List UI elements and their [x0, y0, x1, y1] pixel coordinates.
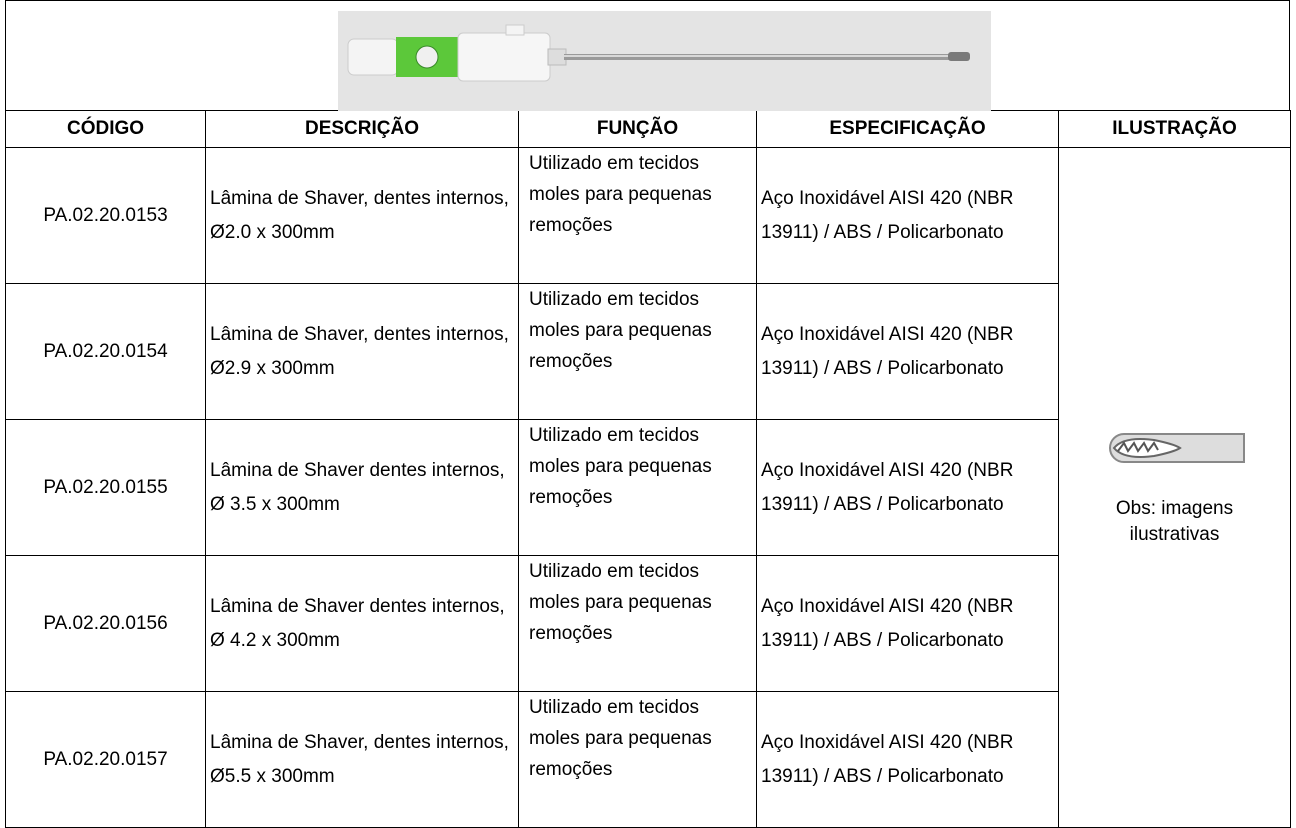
code-cell: PA.02.20.0157	[5, 691, 206, 828]
code-cell: PA.02.20.0156	[5, 555, 206, 692]
specification-cell: Aço Inoxidável AISI 420 (NBR 13911) / AB…	[756, 555, 1059, 692]
illustration-cell: Obs: imagens ilustrativas	[1058, 147, 1291, 828]
specification-cell: Aço Inoxidável AISI 420 (NBR 13911) / AB…	[756, 691, 1059, 828]
function-cell: Utilizado em tecidos moles para pequenas…	[518, 147, 757, 284]
description-cell: Lâmina de Shaver, dentes internos, Ø2.9 …	[205, 283, 519, 420]
function-cell: Utilizado em tecidos moles para pequenas…	[518, 555, 757, 692]
column-header: ILUSTRAÇÃO	[1058, 110, 1291, 148]
description-cell: Lâmina de Shaver, dentes internos, Ø2.0 …	[205, 147, 519, 284]
header-row: CÓDIGO DESCRIÇÃO FUNÇÃO ESPECIFICAÇÃO ILUSTR…	[5, 110, 1291, 148]
code-cell: PA.02.20.0153	[5, 147, 206, 284]
photo-row	[5, 0, 1290, 111]
column-header: DESCRIÇÃO	[205, 110, 519, 148]
product-table: CÓDIGO DESCRIÇÃO FUNÇÃO ESPECIFICAÇÃO ILUSTR…	[5, 110, 1291, 828]
illustration-icon	[1108, 432, 1245, 463]
specification-cell: Aço Inoxidável AISI 420 (NBR 13911) / AB…	[756, 147, 1059, 284]
document: CÓDIGO DESCRIÇÃO FUNÇÃO ESPECIFICAÇÃO ILUSTR…	[5, 0, 1291, 828]
description-cell: Lâmina de Shaver dentes internos, Ø 3.5 …	[205, 419, 519, 556]
column-header: ESPECIFICAÇÃO	[756, 110, 1059, 148]
function-cell: Utilizado em tecidos moles para pequenas…	[518, 691, 757, 828]
description-cell: Lâmina de Shaver, dentes internos, Ø5.5 …	[205, 691, 519, 828]
table-body: PA.02.20.0153 Lâmina de Shaver, dentes in…	[5, 147, 1291, 828]
function-cell: Utilizado em tecidos moles para pequenas…	[518, 283, 757, 420]
specification-cell: Aço Inoxidável AISI 420 (NBR 13911) / AB…	[756, 283, 1059, 420]
description-cell: Lâmina de Shaver dentes internos, Ø 4.2 …	[205, 555, 519, 692]
table-row: PA.02.20.0157 Lâmina de Shaver, dentes in…	[5, 691, 1291, 828]
table-row: PA.02.20.0155 Lâmina de Shaver dentes int…	[5, 419, 1291, 556]
table-row: PA.02.20.0153 Lâmina de Shaver, dentes in…	[5, 147, 1291, 828]
product-photo	[338, 11, 991, 111]
function-cell: Utilizado em tecidos moles para pequenas…	[518, 419, 757, 556]
specification-cell: Aço Inoxidável AISI 420 (NBR 13911) / AB…	[756, 419, 1059, 556]
code-cell: PA.02.20.0154	[5, 283, 206, 420]
column-header: FUNÇÃO	[518, 110, 757, 148]
column-header: CÓDIGO	[5, 110, 206, 148]
code-cell: PA.02.20.0155	[5, 419, 206, 556]
table-row: PA.02.20.0154 Lâmina de Shaver, dentes in…	[5, 283, 1291, 420]
illustration-note: Obs: imagens ilustrativas	[1115, 497, 1234, 545]
